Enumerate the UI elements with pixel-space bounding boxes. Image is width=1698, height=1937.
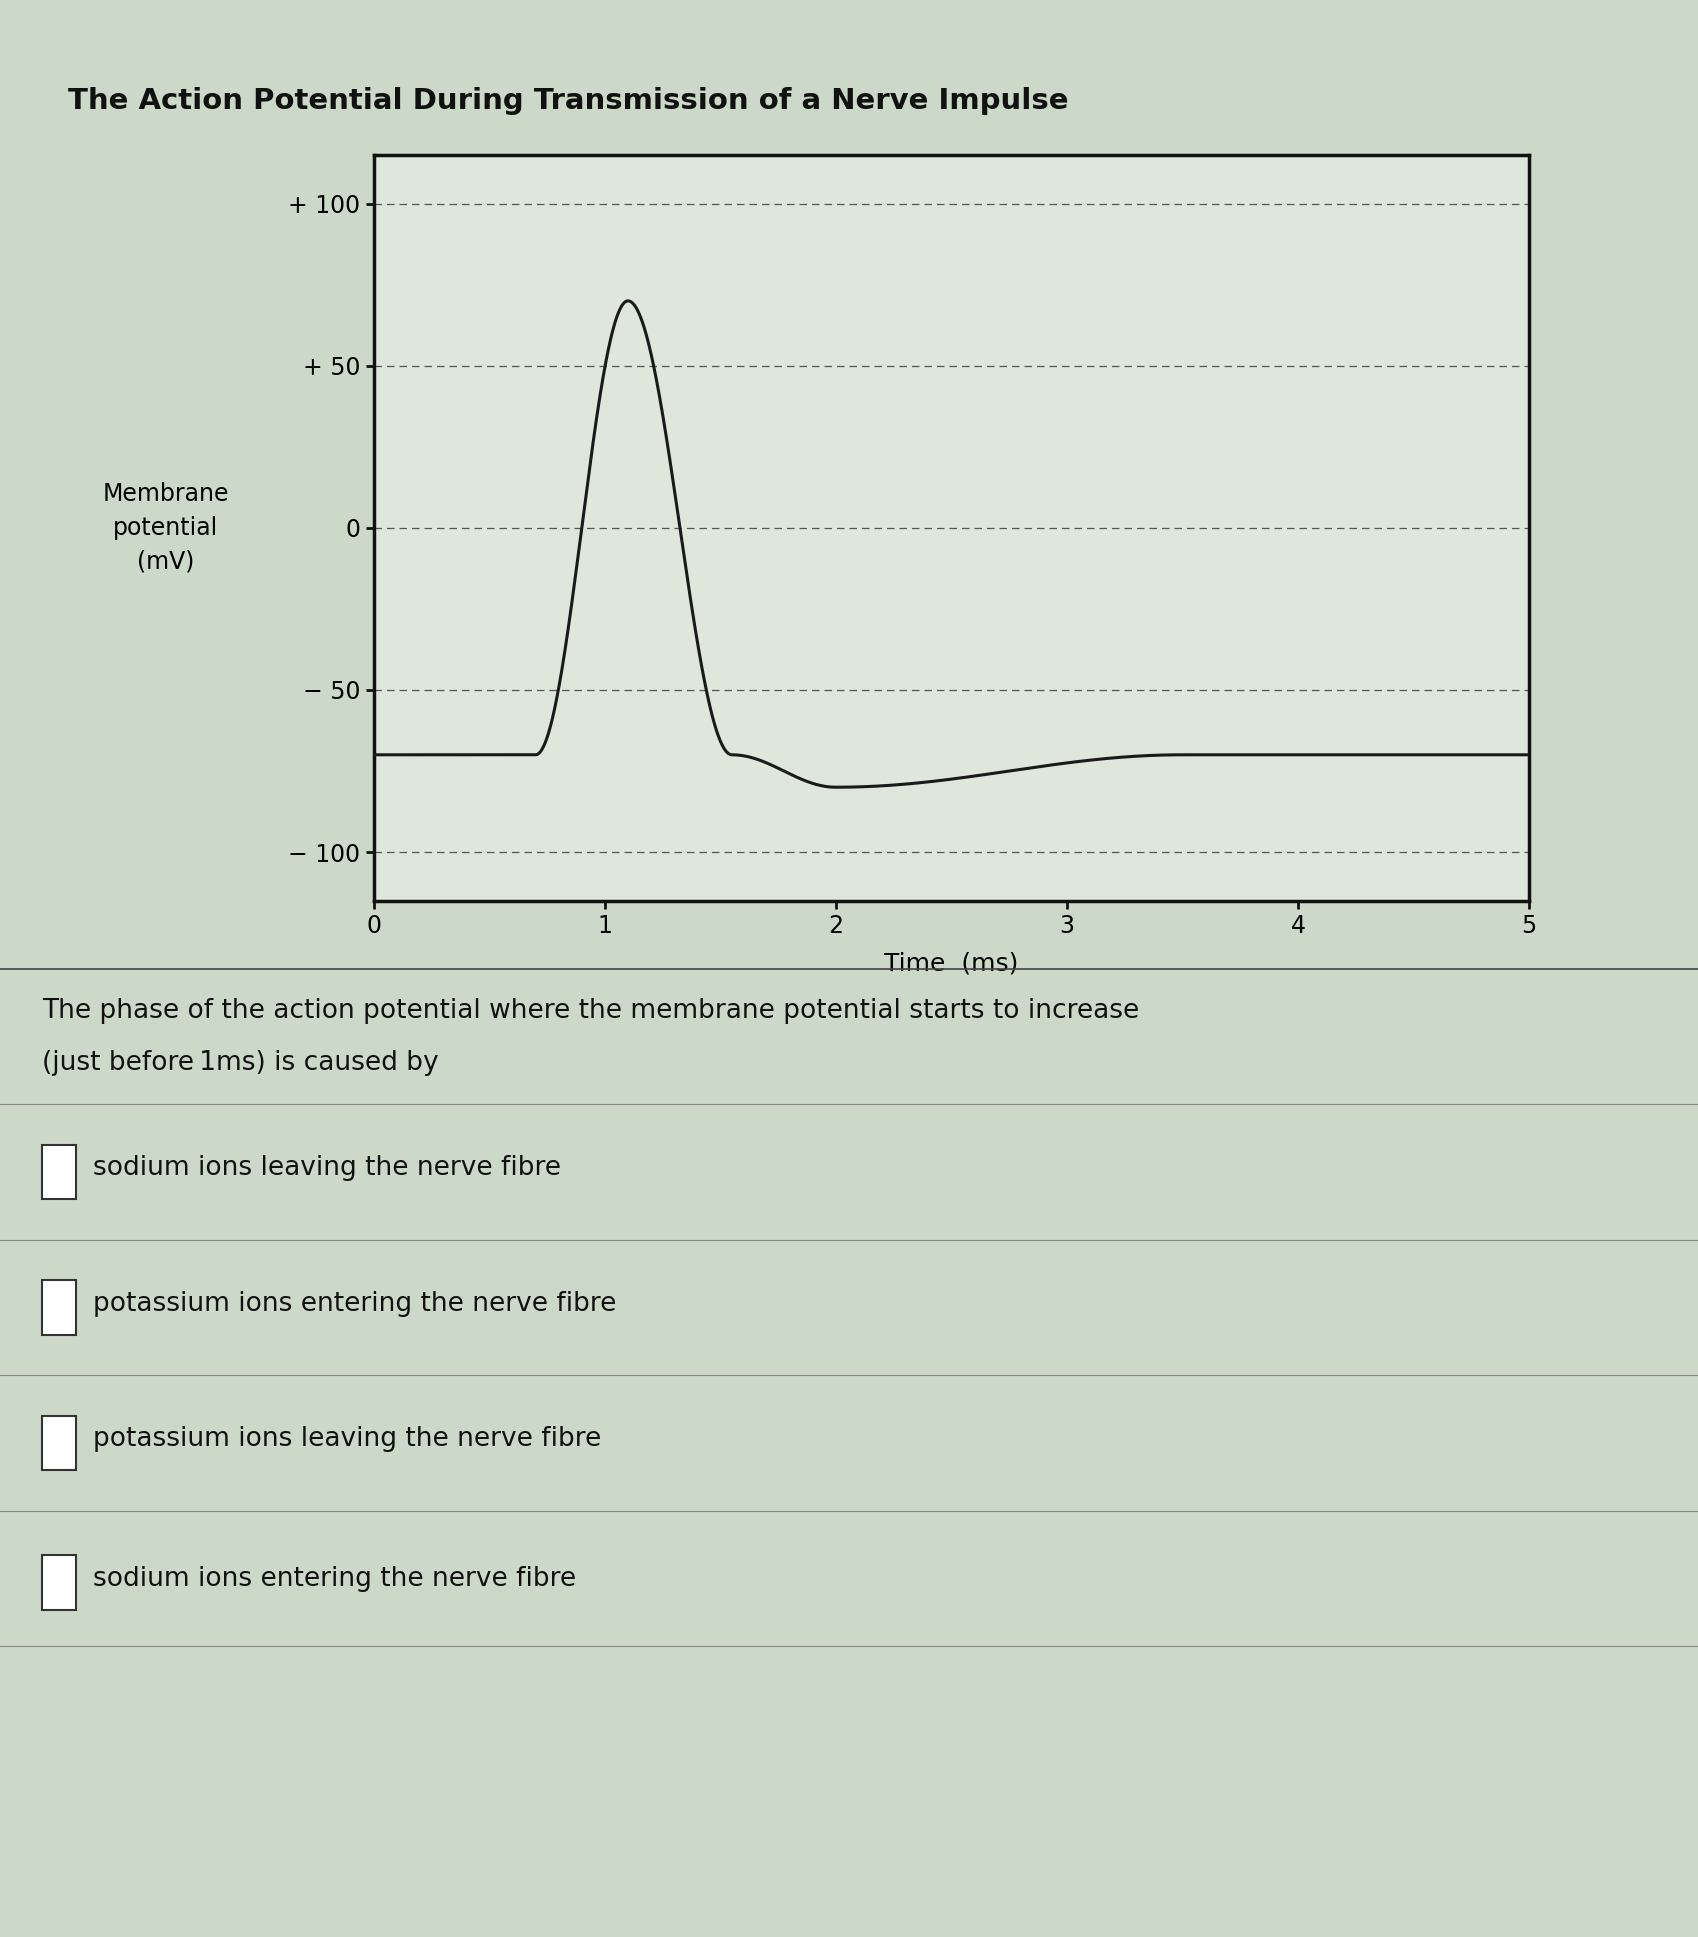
Text: The Action Potential During Transmission of a Nerve Impulse: The Action Potential During Transmission… — [68, 87, 1068, 114]
X-axis label: Time  (ms): Time (ms) — [883, 951, 1019, 976]
Text: potassium ions entering the nerve fibre: potassium ions entering the nerve fibre — [93, 1290, 616, 1317]
Text: The phase of the action potential where the membrane potential starts to increas: The phase of the action potential where … — [42, 998, 1139, 1023]
Text: potassium ions leaving the nerve fibre: potassium ions leaving the nerve fibre — [93, 1426, 601, 1453]
Text: sodium ions leaving the nerve fibre: sodium ions leaving the nerve fibre — [93, 1154, 560, 1182]
Text: Membrane
potential
(mV): Membrane potential (mV) — [102, 482, 229, 573]
Text: sodium ions entering the nerve fibre: sodium ions entering the nerve fibre — [93, 1565, 576, 1592]
Text: (just before 1ms) is caused by: (just before 1ms) is caused by — [42, 1050, 438, 1075]
